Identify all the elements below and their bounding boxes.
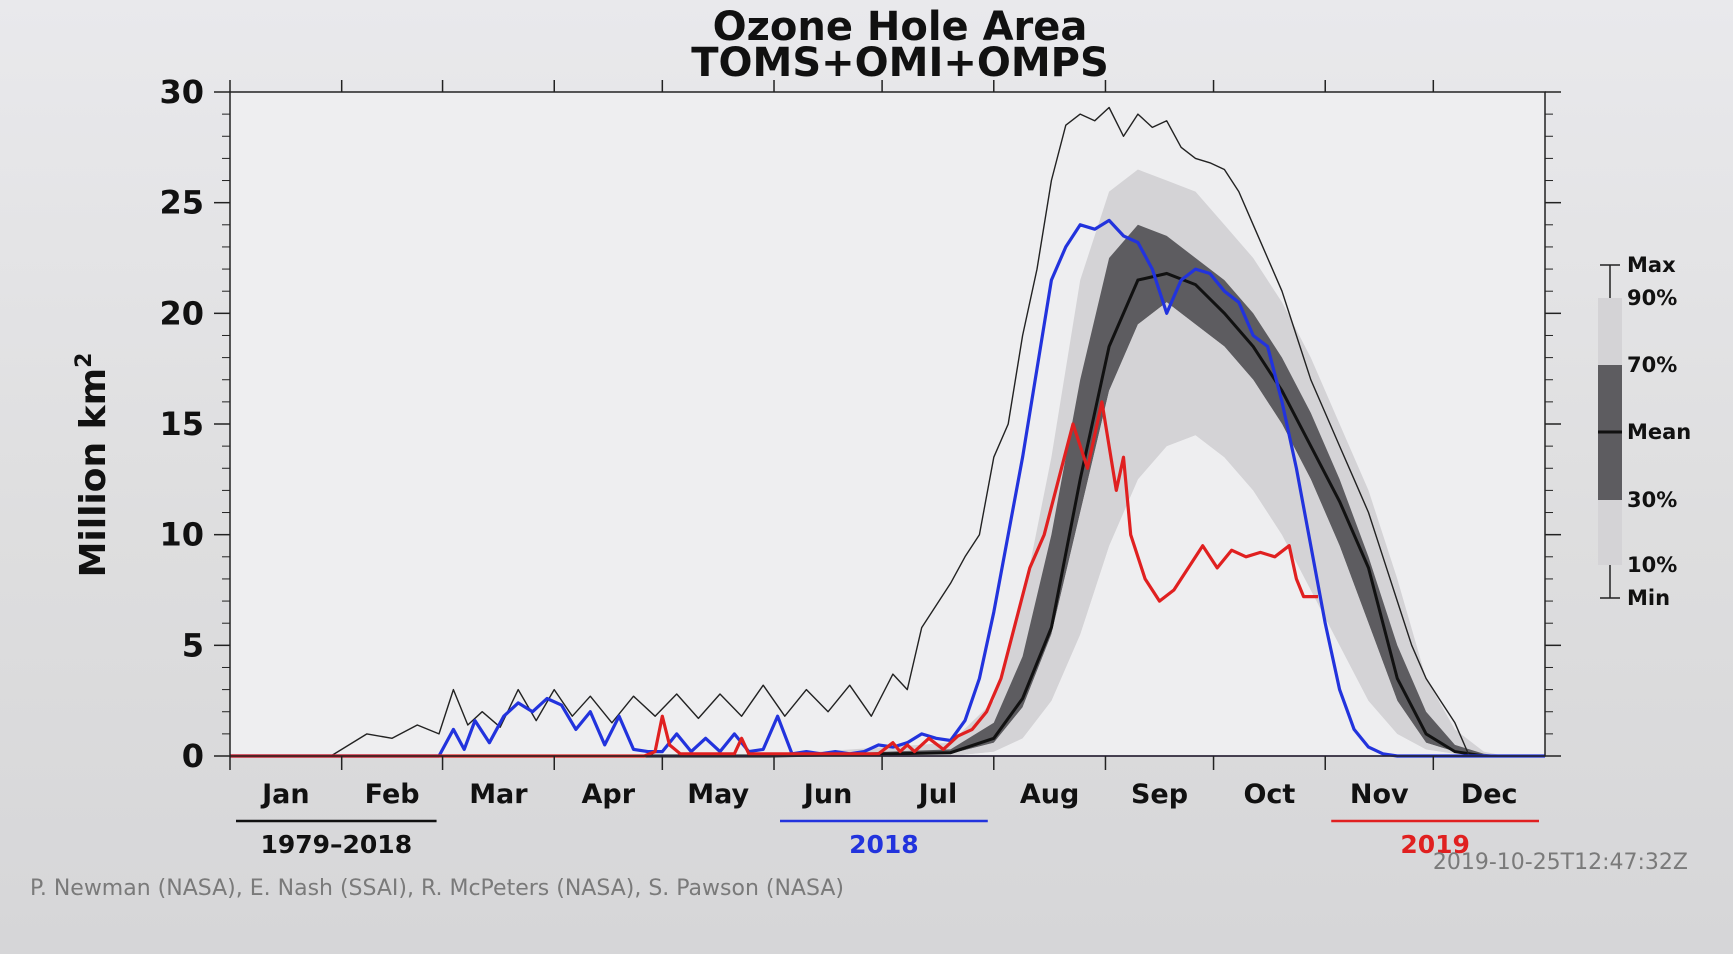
y-axis-label-superscript: 2 (72, 353, 97, 368)
y-ticks: 0 5 10 15 20 25 30 (159, 73, 1561, 775)
percentile-bands (230, 169, 1545, 758)
series-line-2019 (230, 400, 1318, 758)
month-label: Dec (1461, 779, 1518, 810)
legend-label: 10% (1627, 553, 1677, 577)
series-line-mean (230, 271, 1545, 758)
legend-label: Mean (1627, 420, 1691, 444)
period-label: 2019 (1400, 830, 1470, 859)
month-label: May (687, 779, 749, 810)
series-line-2018 (230, 218, 1545, 758)
legend-label: 30% (1627, 488, 1677, 512)
month-label: Sep (1131, 779, 1188, 810)
period-labels: 1979–2018 2018 2019 (236, 819, 1539, 859)
y-tick-label: 25 (159, 184, 204, 222)
y-axis-label-text: Million km (73, 368, 114, 578)
month-label: Jan (260, 779, 310, 810)
month-label: Apr (582, 779, 636, 810)
month-label: Jul (917, 779, 958, 810)
series-line-max (230, 106, 1545, 757)
y-tick-label: 15 (159, 405, 204, 443)
legend-label: 90% (1627, 286, 1677, 310)
y-tick-label: 10 (159, 516, 204, 554)
credit-text: P. Newman (NASA), E. Nash (SSAI), R. McP… (30, 876, 844, 901)
month-label: Aug (1020, 779, 1079, 810)
band-30-70 (230, 224, 1545, 757)
period-label: 1979–2018 (260, 830, 412, 859)
chart-title: Ozone Hole Area (713, 4, 1088, 50)
y-tick-label: 20 (159, 294, 204, 332)
month-label: Nov (1350, 779, 1409, 810)
plot-area: 0 5 10 15 20 25 30 Jan Feb Mar Apr May Jun Jul Aug Sep… (159, 73, 1561, 810)
month-label: Mar (469, 779, 528, 810)
y-tick-label: 5 (182, 626, 204, 664)
chart-subtitle: TOMS+OMI+OMPS (691, 40, 1109, 86)
legend-label: 70% (1627, 353, 1677, 377)
band-10-30 (230, 302, 1545, 756)
month-label: Feb (365, 779, 420, 810)
y-axis-label: Million km2 (72, 353, 114, 578)
legend: Max 90% 70% Mean 30% 10% Min (1598, 253, 1691, 610)
month-label: Oct (1243, 779, 1295, 810)
legend-label: Min (1627, 586, 1670, 610)
y-tick-label: 30 (159, 73, 204, 111)
period-label: 2018 (849, 830, 919, 859)
month-label: Jun (802, 779, 853, 810)
x-ticks: Jan Feb Mar Apr May Jun Jul Aug Sep Oct Nov Dec (229, 80, 1518, 810)
legend-label: Max (1627, 253, 1676, 277)
y-tick-label: 0 (182, 737, 204, 775)
timestamp: 2019-10-25T12:47:32Z (1433, 850, 1688, 875)
